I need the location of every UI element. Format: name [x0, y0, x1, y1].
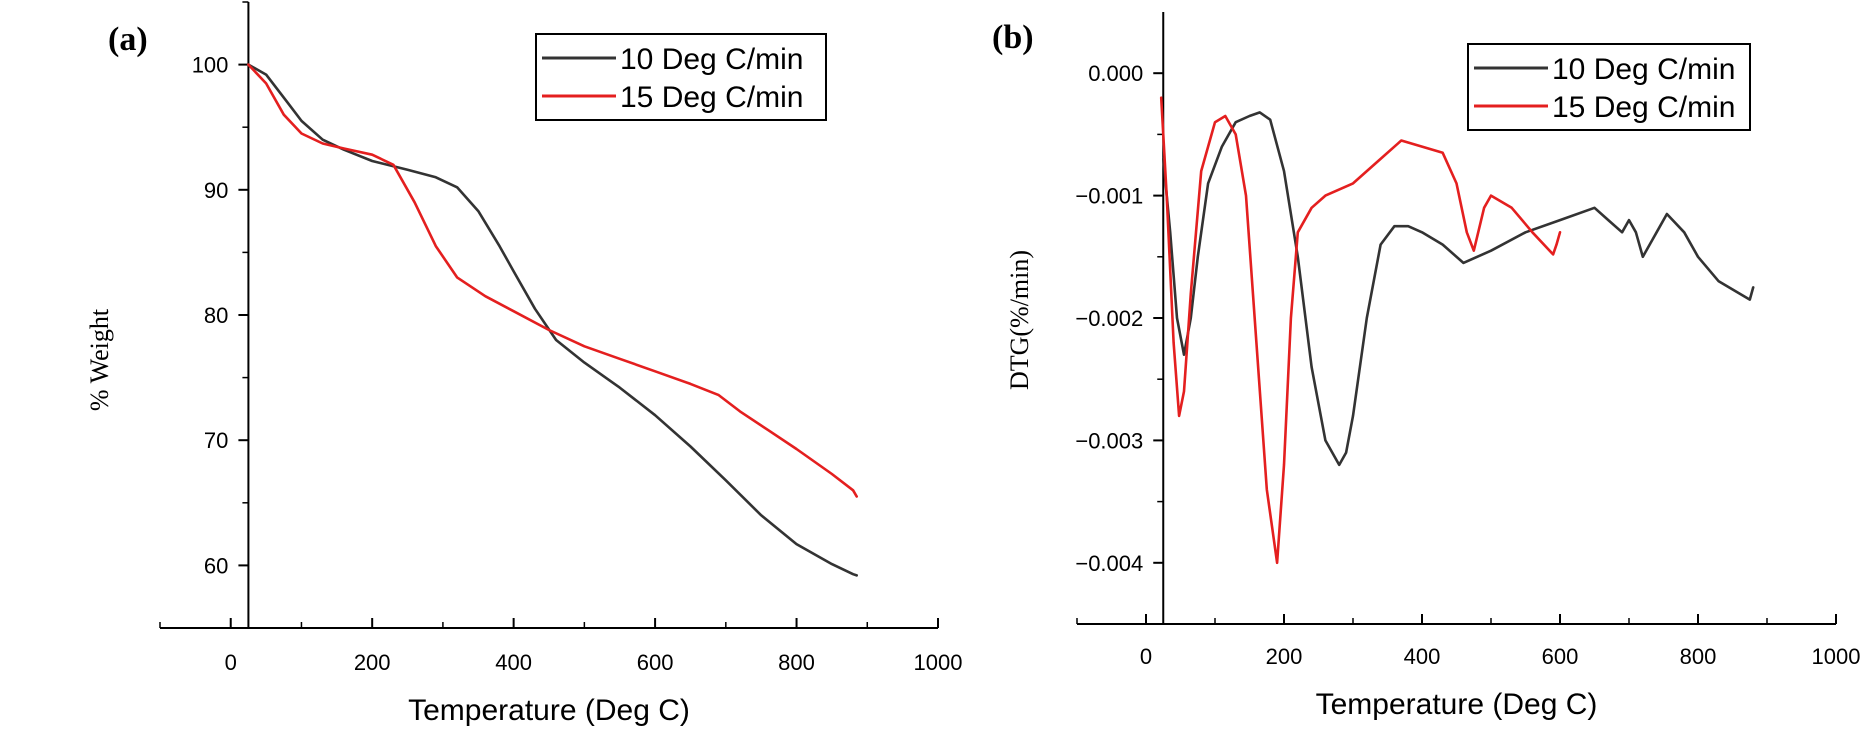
panel-b-legend-box — [1467, 43, 1751, 131]
panel-b-legend-label-1: 10 Deg C/min — [1552, 53, 1735, 86]
panel-a-x-tick-label: 600 — [637, 650, 674, 675]
panel-a-legend-label-2: 15 Deg C/min — [620, 81, 803, 114]
panel-b-x-tick-label: 200 — [1266, 644, 1303, 669]
panel-a-y-tick-label: 60 — [204, 553, 228, 578]
panel-b-x-axis-title: Temperature (Deg C) — [1316, 688, 1598, 721]
panel-b-y-tick-label: −0.001 — [1075, 184, 1143, 209]
panel-a-x-tick-label: 400 — [495, 650, 532, 675]
panel-a-x-tick-label: 0 — [225, 650, 237, 675]
panel-b-x-tick-label: 400 — [1404, 644, 1441, 669]
panel-a-y-tick-label: 80 — [204, 303, 228, 328]
panel-b-y-axis-title: DTG(%/min) — [1005, 250, 1034, 390]
panel-b-y-tick-label: −0.002 — [1075, 306, 1143, 331]
panel-a-chart: (a) 0 200 400 600 800 1000 60 70 80 90 100 Temperatu… — [85, 1, 963, 727]
panel-a-x-tick-label: 1000 — [914, 650, 963, 675]
panel-a-legend-box — [535, 33, 827, 121]
panel-a-series-line-1 — [247, 63, 858, 577]
panel-b-label: (b) — [992, 19, 1034, 56]
panel-a-legend-label-1: 10 Deg C/min — [620, 43, 803, 76]
panel-b-series-line-1 — [1162, 111, 1755, 467]
panel-a-y-tick-label: 70 — [204, 428, 228, 453]
panel-a-x-tick-label: 800 — [778, 650, 815, 675]
panel-a-x-tick-label: 200 — [354, 650, 391, 675]
panel-b-y-tick-label: −0.003 — [1075, 428, 1143, 453]
panel-b-x-tick-label: 800 — [1680, 644, 1717, 669]
panel-b-legend-label-2: 15 Deg C/min — [1552, 91, 1735, 124]
panel-a-y-tick-label: 90 — [204, 178, 228, 203]
panel-a-x-axis-title: Temperature (Deg C) — [408, 694, 690, 727]
panel-b-x-tick-label: 600 — [1542, 644, 1579, 669]
panel-b-x-tick-label: 1000 — [1812, 644, 1861, 669]
panel-a-y-tick-label: 100 — [192, 53, 229, 78]
panel-b-chart: (b) 0 200 400 600 800 1000 0.000 −0.001 −0.002 −0.… — [992, 12, 1860, 721]
panel-a-series-line-2 — [247, 63, 858, 498]
panel-a-label: (a) — [108, 21, 148, 58]
panel-a-y-axis-title: % Weight — [85, 308, 114, 411]
panel-b-series-line-2 — [1159, 96, 1562, 565]
panel-b-y-tick-label: −0.004 — [1075, 551, 1143, 576]
panel-b-y-tick-label: 0.000 — [1088, 61, 1143, 86]
panel-b-x-tick-label: 0 — [1140, 644, 1152, 669]
